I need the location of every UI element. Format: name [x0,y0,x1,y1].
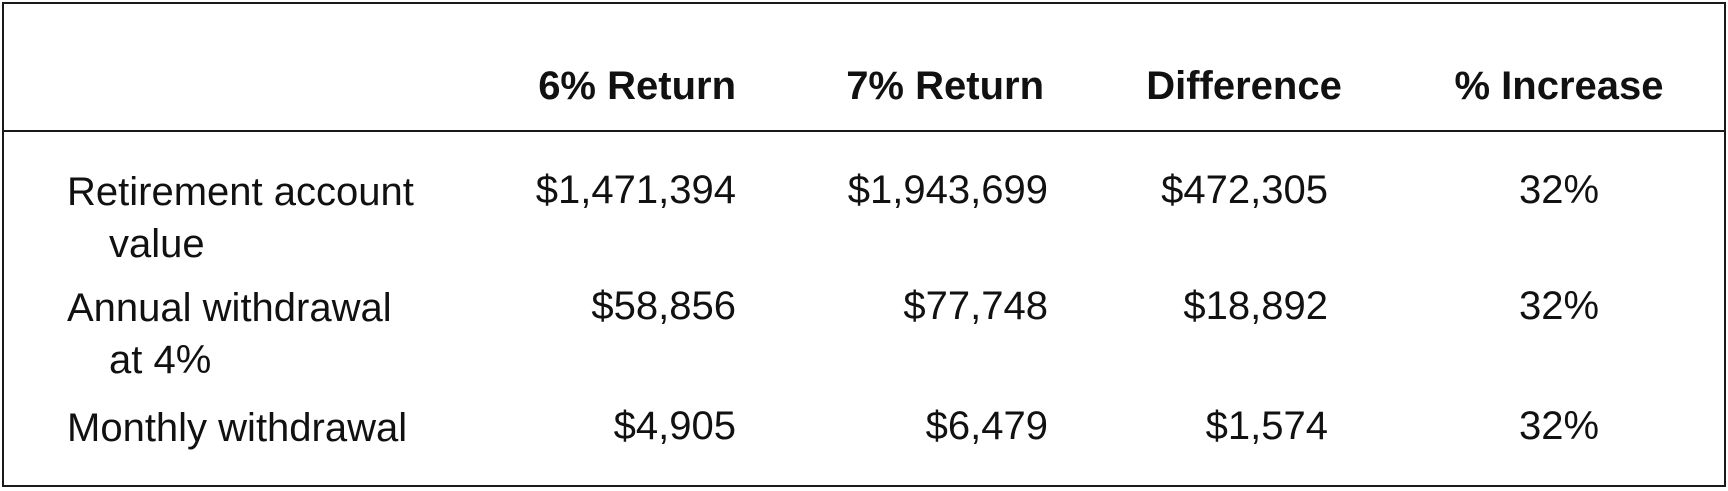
table-cell: $472,305 [1064,166,1328,214]
header-6pct-return: 6% Return [424,62,736,110]
header-difference: Difference [1124,62,1364,110]
table-cell: $58,856 [424,282,736,330]
row-label-annual-withdrawal: Annual withdrawal at 4% [67,282,392,386]
table-cell: 32% [1424,166,1694,214]
header-pct-increase: % Increase [1424,62,1694,110]
table-cell: $1,943,699 [764,166,1048,214]
row-label-line2: value [67,218,414,270]
row-label-monthly-withdrawal: Monthly withdrawal [67,402,407,454]
table-cell: $18,892 [1064,282,1328,330]
table-cell: 32% [1424,282,1694,330]
row-label-line1: Retirement account [67,170,414,214]
row-label-retirement-account-value: Retirement account value [67,166,414,270]
table-cell: $6,479 [764,402,1048,450]
row-label-line2: at 4% [67,334,392,386]
table-cell: $77,748 [764,282,1048,330]
header-7pct-return: 7% Return [764,62,1044,110]
table-cell: 32% [1424,402,1694,450]
table-cell: $1,471,394 [424,166,736,214]
header-divider [4,130,1724,132]
row-label-line1: Monthly withdrawal [67,406,407,450]
row-label-line1: Annual withdrawal [67,286,392,330]
table-cell: $1,574 [1064,402,1328,450]
table-cell: $4,905 [424,402,736,450]
